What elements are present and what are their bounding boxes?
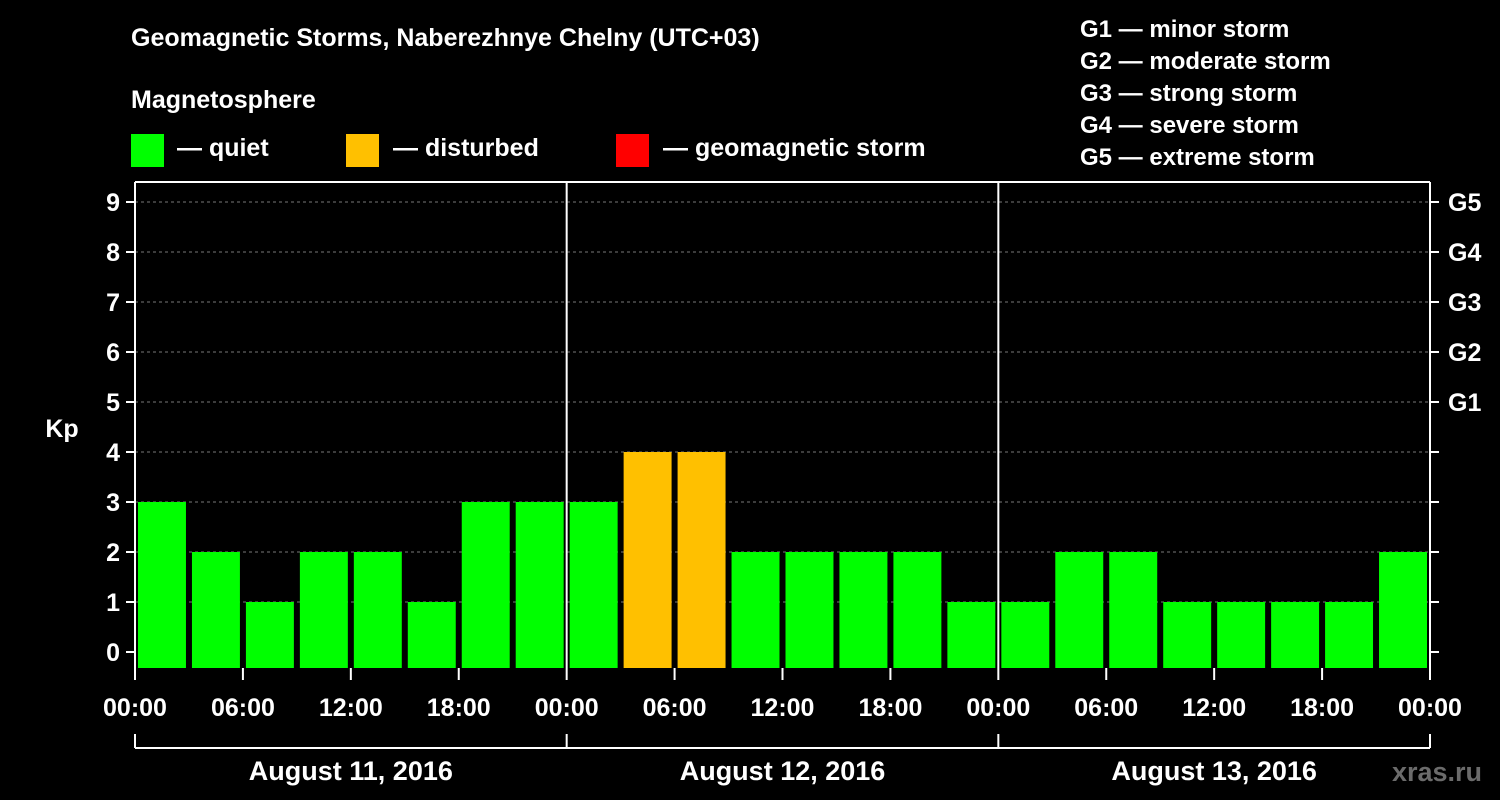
date-label-2: August 13, 2016: [1111, 756, 1317, 786]
legend-label-disturbed: — disturbed: [393, 134, 539, 162]
right-label-g1: G1: [1448, 389, 1481, 417]
right-label-g3: G3: [1448, 289, 1481, 317]
bar-5: [407, 602, 456, 668]
ytick-label-0: 0: [106, 639, 120, 667]
bar-17: [1055, 552, 1104, 668]
xtick-label-12: 00:00: [1398, 694, 1462, 722]
bar-16: [1001, 602, 1050, 668]
bar-10: [677, 452, 726, 668]
legend-label-quiet: — quiet: [177, 134, 269, 162]
bar-23: [1379, 552, 1427, 668]
storm-legend-g3: G3 — strong storm: [1080, 80, 1298, 107]
ytick-label-6: 6: [106, 339, 120, 367]
bar-7: [515, 502, 564, 668]
date-label-0: August 11, 2016: [249, 756, 453, 786]
xtick-label-0: 00:00: [103, 694, 167, 722]
bar-15: [947, 602, 996, 668]
bar-22: [1325, 602, 1374, 668]
bar-11: [731, 552, 780, 668]
bar-0: [138, 502, 186, 668]
bar-6: [461, 502, 510, 668]
ytick-label-7: 7: [106, 289, 120, 317]
bar-14: [893, 552, 942, 668]
xtick-label-1: 06:00: [211, 694, 275, 722]
bar-1: [191, 552, 240, 668]
date-label-1: August 12, 2016: [680, 756, 886, 786]
legend-swatch-disturbed: [346, 134, 379, 167]
bar-21: [1271, 602, 1320, 668]
bar-12: [785, 552, 834, 668]
legend-label-storm: — geomagnetic storm: [663, 134, 926, 162]
bar-20: [1217, 602, 1266, 668]
xtick-label-6: 12:00: [751, 694, 815, 722]
bar-18: [1109, 552, 1158, 668]
ytick-label-5: 5: [106, 389, 120, 417]
ytick-label-1: 1: [106, 589, 120, 617]
right-label-g4: G4: [1448, 239, 1481, 267]
bar-2: [245, 602, 294, 668]
chart-title: Geomagnetic Storms, Naberezhnye Chelny (…: [131, 24, 760, 52]
watermark: xras.ru: [1391, 757, 1482, 787]
legend-swatch-storm: [616, 134, 649, 167]
y-axis-label: Kp: [45, 415, 78, 443]
bar-19: [1163, 602, 1212, 668]
magnetosphere-heading: Magnetosphere: [131, 86, 316, 114]
bar-9: [623, 452, 672, 668]
right-label-g2: G2: [1448, 339, 1481, 367]
ytick-label-8: 8: [106, 239, 120, 267]
bar-3: [299, 552, 348, 668]
ytick-label-9: 9: [106, 189, 120, 217]
xtick-label-11: 18:00: [1290, 694, 1354, 722]
bar-13: [839, 552, 888, 668]
xtick-label-8: 00:00: [966, 694, 1030, 722]
legend-swatch-quiet: [131, 134, 164, 167]
storm-legend-g2: G2 — moderate storm: [1080, 48, 1331, 75]
xtick-label-9: 06:00: [1074, 694, 1138, 722]
storm-legend-g5: G5 — extreme storm: [1080, 144, 1315, 171]
xtick-label-3: 18:00: [427, 694, 491, 722]
right-label-g5: G5: [1448, 189, 1481, 217]
xtick-label-10: 12:00: [1182, 694, 1246, 722]
bar-4: [353, 552, 402, 668]
ytick-label-3: 3: [106, 489, 120, 517]
storm-legend-g1: G1 — minor storm: [1080, 16, 1290, 43]
xtick-label-5: 06:00: [643, 694, 707, 722]
bar-8: [569, 502, 618, 668]
xtick-label-4: 00:00: [535, 694, 599, 722]
storm-legend-g4: G4 — severe storm: [1080, 112, 1299, 139]
xtick-label-7: 18:00: [858, 694, 922, 722]
ytick-label-4: 4: [106, 439, 120, 467]
ytick-label-2: 2: [106, 539, 120, 567]
xtick-label-2: 12:00: [319, 694, 383, 722]
